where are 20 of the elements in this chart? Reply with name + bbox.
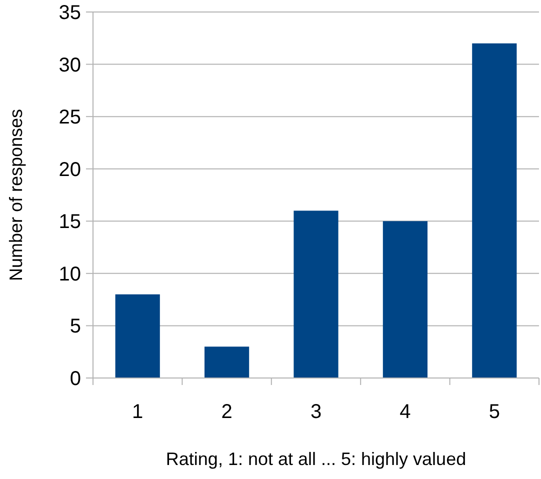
y-tick-label: 15 xyxy=(58,211,81,234)
y-tick-label: 5 xyxy=(70,316,81,338)
bar xyxy=(115,294,160,378)
y-tick-label: 10 xyxy=(58,263,81,286)
bar xyxy=(294,210,338,378)
x-tick-label: 4 xyxy=(400,401,411,423)
y-tick-label: 35 xyxy=(58,2,81,24)
y-tick-label: 30 xyxy=(58,54,81,76)
x-tick-label: 5 xyxy=(488,401,500,423)
bar xyxy=(204,346,250,378)
x-tick-label: 1 xyxy=(132,401,144,423)
bar xyxy=(472,43,517,378)
bar xyxy=(382,221,428,378)
y-axis-title: Number of responses xyxy=(6,108,26,282)
x-tick-label: 2 xyxy=(221,401,232,423)
x-tick-label: 3 xyxy=(310,401,322,423)
y-tick-label: 20 xyxy=(58,158,81,181)
x-axis-title: Rating, 1: not at all ... 5: highly valued xyxy=(166,449,466,469)
y-tick-label: 25 xyxy=(58,106,81,129)
y-tick-label: 0 xyxy=(70,368,81,390)
